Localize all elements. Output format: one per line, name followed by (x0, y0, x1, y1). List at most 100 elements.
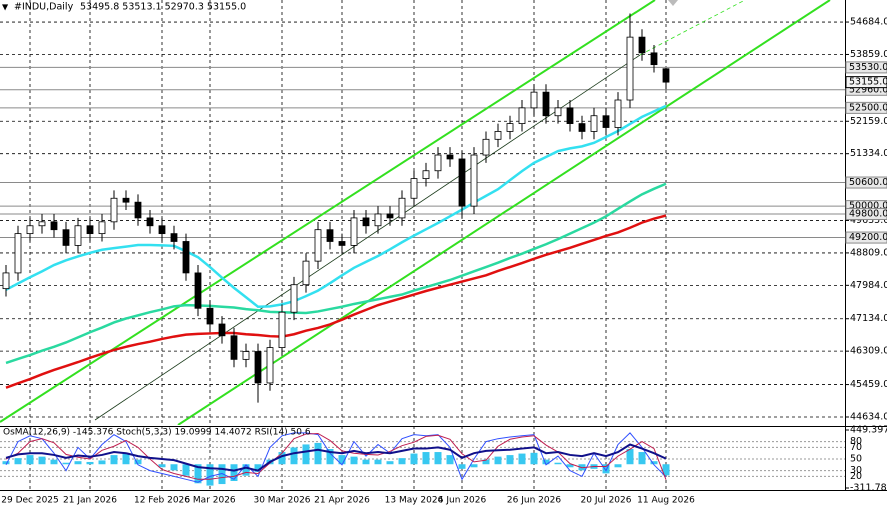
menu-arrow[interactable]: ▼ (2, 3, 9, 12)
candle-body (206, 307, 214, 325)
osma-bar (374, 459, 382, 465)
osma-bar (626, 449, 634, 465)
level-label: 53530.0 (849, 62, 887, 73)
x-tick-label: 11 Aug 2026 (637, 496, 695, 506)
x-tick-label: 12 Feb 2026 (134, 496, 190, 506)
osma-bar (74, 461, 82, 465)
candle-body (38, 221, 46, 227)
y-tick-label: 53859.0 (850, 49, 887, 60)
level-label-box (845, 207, 887, 220)
candle-body (326, 229, 334, 242)
channel-mid-extension (639, 0, 746, 56)
osma-bar (254, 464, 262, 472)
osma-bar (638, 452, 646, 465)
candle-body (86, 225, 94, 235)
level-label-box (845, 61, 887, 74)
y-tick-label: 54684.0 (850, 17, 887, 28)
x-tick-label: 4 Jun 2026 (438, 496, 487, 506)
candle-body (254, 351, 262, 384)
candle-body (74, 225, 82, 246)
y2-tick-label: 50 (850, 454, 862, 465)
y-tick-label: 449.397 (850, 425, 887, 436)
y2-tick-label: 30 (850, 465, 862, 476)
channel-lower (177, 0, 831, 425)
candle-body (350, 217, 358, 246)
x-tick-label: 21 Jan 2026 (63, 496, 117, 506)
osma-bar (326, 449, 334, 465)
osma-bar (602, 464, 610, 474)
osma-bar (554, 462, 562, 465)
osma-bar (662, 464, 670, 476)
candle-body (638, 36, 646, 54)
candle-body (146, 217, 154, 227)
candle-body (518, 107, 526, 124)
y-tick-label: 47134.0 (850, 313, 887, 324)
candle-body (158, 225, 166, 235)
osma-bar (170, 464, 178, 471)
ohlc-header: 53495.8 53513.1 52970.3 53155.0 (80, 2, 246, 13)
candle-body (266, 347, 274, 384)
candle-body (506, 123, 514, 132)
candle-body (494, 131, 502, 140)
osma-bar (398, 458, 406, 465)
osma-bar (38, 456, 46, 465)
axes: 54684.0 53859.0 52159.0 51334.0 49635.0 48809… (1, 17, 887, 506)
candle-body (134, 201, 142, 219)
candle-body (614, 99, 622, 128)
chart-title: #INDU,Daily (14, 2, 74, 13)
y2-tick-label: 20 (850, 471, 862, 482)
candle-body (530, 91, 538, 109)
moving-average (5, 182, 667, 365)
candle-body (242, 351, 250, 360)
candle-body (410, 178, 418, 199)
candle-body (398, 197, 406, 219)
oscillator-line (5, 432, 667, 480)
osma-bar (242, 464, 250, 476)
osma-bar (206, 464, 214, 486)
level-label: 52500.0 (849, 102, 887, 113)
x-tick-label: 30 Mar 2026 (253, 496, 310, 506)
osma-bar (62, 462, 70, 465)
candle-body (662, 68, 670, 83)
level-label-box (845, 101, 887, 114)
osma-bar (434, 452, 442, 465)
osma-bar (26, 455, 34, 465)
y-tick-label: -311.789 (850, 483, 887, 494)
candle-body (50, 221, 58, 231)
candle-body (14, 233, 22, 274)
osma-bar (86, 461, 94, 465)
candle-body (458, 158, 466, 207)
osma-bar (230, 464, 238, 482)
osma-bar (506, 455, 514, 465)
candle-body (26, 225, 34, 235)
oscillator-line (5, 432, 667, 483)
candle-body (482, 138, 490, 156)
candle-body (374, 213, 382, 227)
level-label-box (845, 231, 887, 244)
candle-body (602, 115, 610, 128)
osma-bar (194, 464, 202, 484)
candle-body (590, 115, 598, 132)
osma-bar (290, 447, 298, 465)
candle-body (446, 154, 454, 160)
osma-bar (50, 459, 58, 465)
candle-body (2, 272, 10, 290)
last-price-label: 53155.0 (849, 77, 887, 88)
osma-bar (158, 464, 166, 468)
candle-body (470, 154, 478, 207)
osma-bar (362, 459, 370, 465)
candle-body (230, 335, 238, 360)
grid (0, 0, 845, 490)
candle-body (170, 233, 178, 242)
oscillator-line (5, 443, 667, 472)
y-tick-label: 47984.0 (850, 280, 887, 291)
osma-bar (2, 461, 10, 465)
candle-body (110, 197, 118, 223)
x-tick-label: 13 May 2026 (385, 496, 444, 506)
last-price-box (845, 76, 887, 89)
y2-tick-label: 80 (850, 436, 862, 447)
osma-bar (110, 455, 118, 465)
oscillator-title: OsMA(12,26,9) -145.376 Stoch(5,3,3) 19.0… (3, 428, 311, 438)
candle-body (566, 107, 574, 124)
